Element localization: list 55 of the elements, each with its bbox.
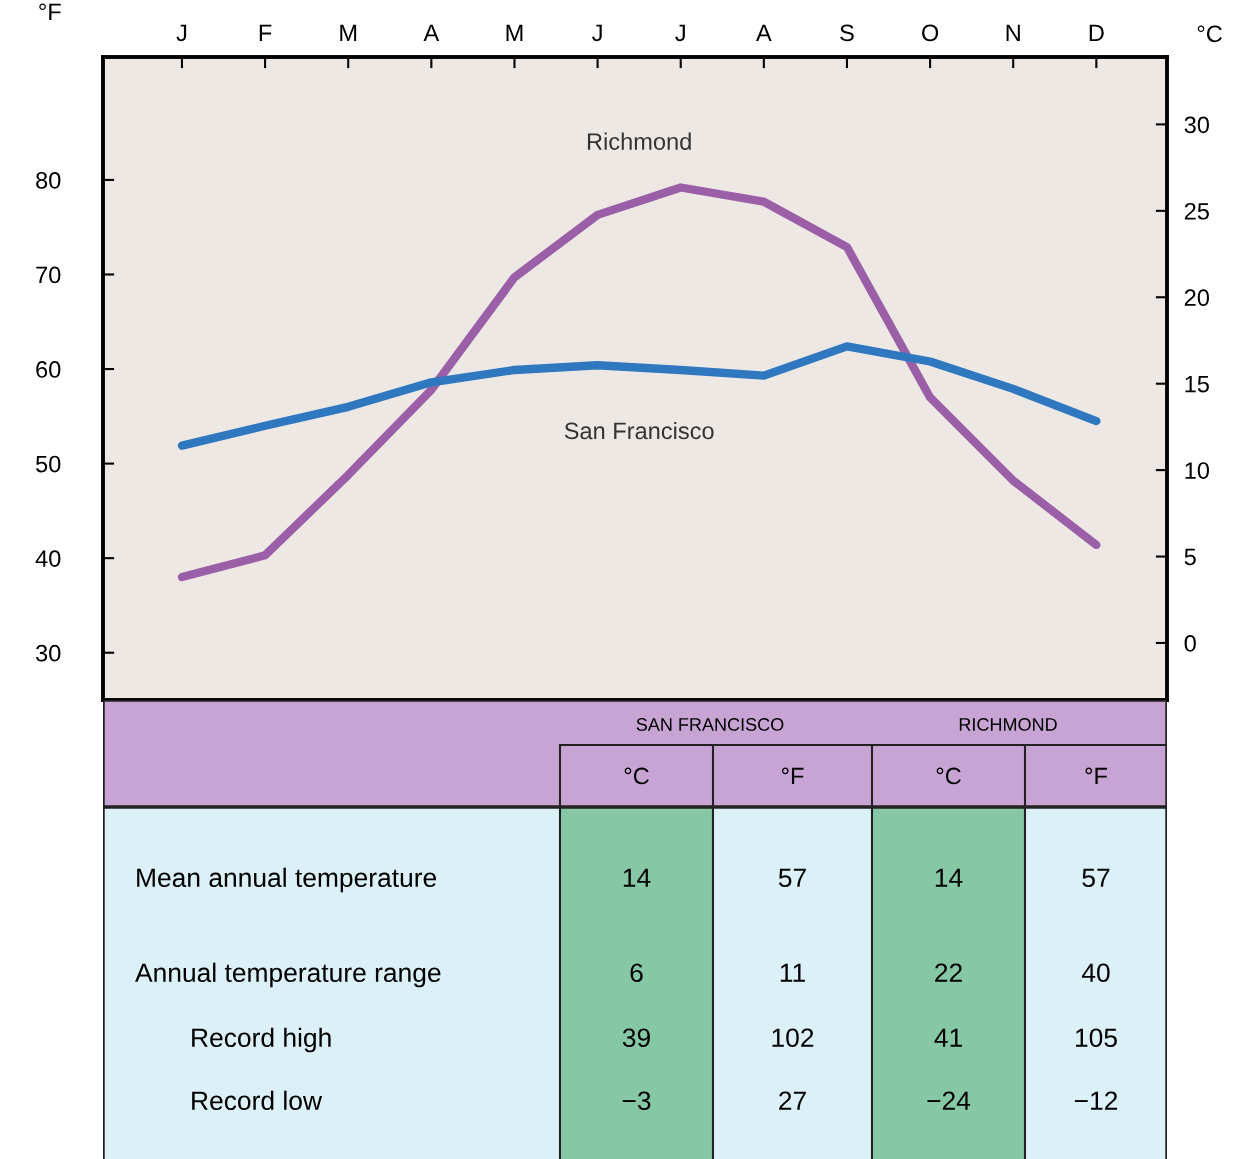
y-axis-title: °F [39,3,61,20]
x-tick-label: J [176,24,187,42]
series-label: Richmond [587,132,691,150]
text: °F [781,767,804,785]
y-tick-label: 30 [35,644,61,662]
text: −12 [1074,1091,1118,1110]
x-tick-label: M [340,24,357,41]
x-tick-label: O [922,24,939,42]
y2-tick-label: 0 [1184,635,1196,652]
text: RICHMOND [959,718,1057,731]
text: −3 [622,1091,651,1111]
text: San Francisco [564,421,714,440]
y-tick-label: 40 [35,550,61,567]
x-tick-label: S [840,24,854,42]
x-tick-label: J [675,24,685,42]
y2-tick-label: 10 [1185,462,1210,479]
x-tick-label: A [756,24,772,41]
y-tick-label: 50 [36,455,61,473]
x-tick-label: J [592,24,602,42]
y2-axis-title: °C [1197,25,1222,43]
text: 27 [779,1091,806,1110]
text: 22 [935,963,962,982]
text: 105 [1076,1028,1117,1048]
text: SAN FRANCISCO [636,718,784,731]
y2-tick-label: 25 [1184,202,1209,220]
text: Annual temperature range [135,962,441,988]
y2-tick-label: 30 [1184,116,1210,134]
x-tick-label: M [506,24,523,41]
text: 39 [622,1028,650,1048]
text: 11 [780,963,805,982]
text: °C [936,767,961,785]
y2-tick-label: 20 [1184,289,1210,307]
x-tick-label: N [1006,24,1020,41]
y-tick-label: 70 [36,266,61,284]
text: 14 [623,868,651,887]
text: 40 [1081,963,1110,983]
y-tick-label: 60 [36,361,61,378]
text: Record high [192,1027,331,1053]
text: °F [1085,767,1107,785]
text: 57 [778,868,806,888]
text: −24 [927,1091,971,1110]
text: 14 [935,868,963,887]
text: Record low [192,1090,323,1111]
y2-tick-label: 15 [1185,376,1209,393]
text: °C [624,767,649,785]
text: 41 [934,1028,962,1047]
y2-tick-label: 5 [1184,548,1196,566]
text: 102 [772,1028,814,1048]
text: 57 [1082,868,1110,888]
x-tick-label: D [1089,24,1104,41]
y-tick-label: 80 [36,171,61,189]
x-tick-label: A [423,24,440,41]
x-tick-label: F [259,24,272,41]
text: Mean annual temperature [137,867,437,893]
text: 6 [630,963,643,983]
